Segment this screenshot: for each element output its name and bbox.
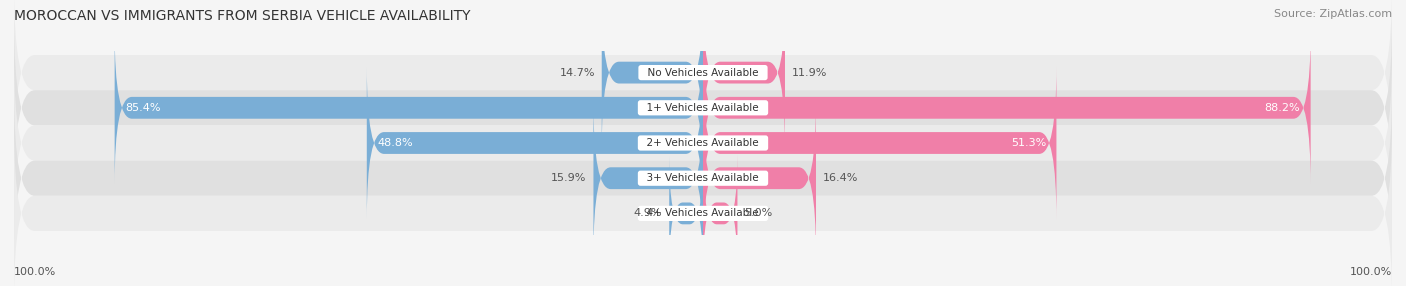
- FancyBboxPatch shape: [14, 125, 1392, 286]
- Text: 16.4%: 16.4%: [823, 173, 858, 183]
- FancyBboxPatch shape: [703, 0, 785, 150]
- Text: 4+ Vehicles Available: 4+ Vehicles Available: [641, 208, 765, 219]
- FancyBboxPatch shape: [14, 20, 1392, 196]
- Text: 1+ Vehicles Available: 1+ Vehicles Available: [641, 103, 765, 113]
- Text: 14.7%: 14.7%: [560, 67, 595, 78]
- Text: 11.9%: 11.9%: [792, 67, 827, 78]
- Text: 15.9%: 15.9%: [551, 173, 586, 183]
- Text: 4.9%: 4.9%: [634, 208, 662, 219]
- FancyBboxPatch shape: [14, 55, 1392, 231]
- FancyBboxPatch shape: [703, 66, 1056, 220]
- Text: 100.0%: 100.0%: [1350, 267, 1392, 277]
- FancyBboxPatch shape: [593, 101, 703, 255]
- FancyBboxPatch shape: [703, 154, 738, 273]
- Text: 100.0%: 100.0%: [14, 267, 56, 277]
- Text: 88.2%: 88.2%: [1264, 103, 1301, 113]
- Text: 85.4%: 85.4%: [125, 103, 160, 113]
- Text: 48.8%: 48.8%: [377, 138, 413, 148]
- Text: 3+ Vehicles Available: 3+ Vehicles Available: [641, 173, 765, 183]
- Text: MOROCCAN VS IMMIGRANTS FROM SERBIA VEHICLE AVAILABILITY: MOROCCAN VS IMMIGRANTS FROM SERBIA VEHIC…: [14, 9, 471, 23]
- FancyBboxPatch shape: [115, 31, 703, 185]
- FancyBboxPatch shape: [703, 31, 1310, 185]
- Text: No Vehicles Available: No Vehicles Available: [641, 67, 765, 78]
- FancyBboxPatch shape: [669, 155, 703, 271]
- FancyBboxPatch shape: [602, 0, 703, 150]
- Text: 51.3%: 51.3%: [1011, 138, 1046, 148]
- FancyBboxPatch shape: [14, 0, 1392, 161]
- Text: Source: ZipAtlas.com: Source: ZipAtlas.com: [1274, 9, 1392, 19]
- FancyBboxPatch shape: [14, 90, 1392, 266]
- FancyBboxPatch shape: [703, 101, 815, 255]
- Text: 5.0%: 5.0%: [744, 208, 772, 219]
- Text: 2+ Vehicles Available: 2+ Vehicles Available: [641, 138, 765, 148]
- FancyBboxPatch shape: [367, 66, 703, 220]
